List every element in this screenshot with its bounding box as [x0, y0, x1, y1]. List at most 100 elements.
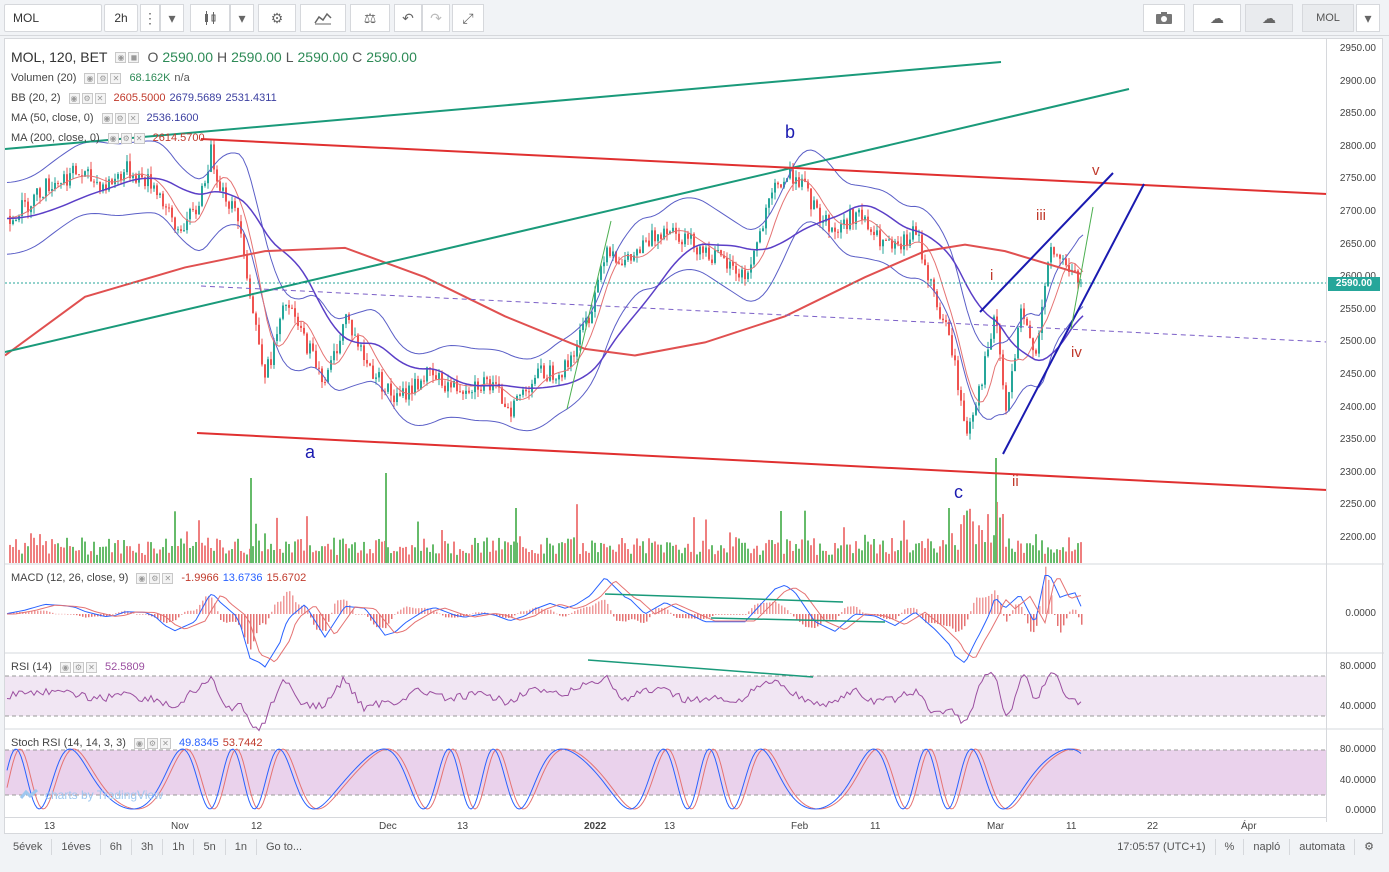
candle-body — [843, 220, 845, 225]
candle-body — [273, 341, 275, 365]
volume-bar — [258, 541, 260, 563]
candle-body — [708, 248, 710, 260]
macd-histogram-bar — [910, 608, 912, 614]
volume-bar — [723, 548, 725, 563]
candle-body — [609, 247, 611, 256]
volume-bar — [792, 551, 794, 563]
candle-body — [726, 258, 728, 269]
candles-icon[interactable] — [190, 4, 230, 32]
symbol-label-button[interactable]: MOL — [1302, 4, 1354, 32]
fan-line — [567, 221, 611, 409]
range-5y[interactable]: 5évek — [4, 839, 52, 855]
volume-bar — [837, 548, 839, 563]
compare-scale-icon[interactable]: ⚖ — [350, 4, 390, 32]
ma200-legend-controls[interactable]: ◉⚙✕ — [108, 133, 145, 144]
volume-bar — [72, 547, 74, 563]
clock[interactable]: 17:05:57 (UTC+1) — [1108, 839, 1215, 855]
range-1d[interactable]: 1n — [226, 839, 257, 855]
bb-legend-controls[interactable]: ◉⚙✕ — [69, 93, 106, 104]
volume-bar — [24, 543, 26, 563]
goto-button[interactable]: Go to... — [257, 839, 311, 855]
macd-histogram-bar — [280, 601, 282, 614]
candle-body — [744, 270, 746, 279]
volume-bar — [444, 541, 446, 563]
volume-bar — [471, 545, 473, 563]
macd-histogram-bar — [616, 614, 618, 621]
volume-bar — [1080, 542, 1082, 563]
fullscreen-icon[interactable]: ⤢ — [452, 4, 484, 32]
macd-histogram-bar — [355, 614, 357, 615]
chart-type-dropdown-icon[interactable]: ▾ — [230, 4, 254, 32]
macd-histogram-bar — [634, 614, 636, 619]
chart-canvas[interactable]: abciiiiiiivv — [5, 39, 1384, 835]
macd-legend-controls[interactable]: ◉⚙✕ — [136, 573, 173, 584]
time-axis[interactable]: 13Nov12Dec13202213Feb11Mar1122Ápr — [5, 817, 1327, 835]
candle-body — [534, 378, 536, 384]
time-tick-label: Feb — [791, 821, 808, 832]
tradingview-watermark[interactable]: charts by TradingView — [19, 788, 163, 802]
candle-body — [912, 226, 914, 239]
percent-toggle[interactable]: % — [1216, 839, 1245, 855]
log-toggle[interactable]: napló — [1244, 839, 1290, 855]
candle-body — [312, 343, 314, 350]
volume-bar — [651, 543, 653, 563]
chart-area[interactable]: abciiiiiiivv MOL, 120, BET ◉◼ O2590.00 H… — [4, 38, 1383, 834]
range-3m[interactable]: 3h — [132, 839, 163, 855]
candle-body — [63, 174, 65, 183]
price-tick-label: 2250.00 — [1340, 499, 1376, 510]
volume-bar — [693, 517, 695, 563]
range-5d[interactable]: 5n — [194, 839, 225, 855]
cloud-load-icon[interactable]: ☁ — [1193, 4, 1241, 32]
camera-icon[interactable] — [1143, 4, 1185, 32]
macd-histogram-bar — [67, 614, 69, 615]
favorite-intervals-icon[interactable]: ⋮ — [140, 4, 160, 32]
candle-body — [747, 273, 749, 279]
macd-histogram-bar — [70, 614, 72, 615]
interval-dropdown-icon[interactable]: ▾ — [160, 4, 184, 32]
symbol-search-input[interactable]: MOL — [4, 4, 102, 32]
candle-body — [666, 229, 668, 235]
price-tick-label: 2500.00 — [1340, 336, 1376, 347]
volume-bar — [192, 546, 194, 563]
volume-bar — [771, 540, 773, 563]
redo-icon[interactable]: ↷ — [422, 4, 450, 32]
gear-icon[interactable]: ⚙ — [258, 4, 296, 32]
price-axis[interactable]: 2950.002900.002850.002800.002750.002700.… — [1326, 39, 1382, 822]
layout-dropdown-icon[interactable]: ▾ — [1356, 4, 1380, 32]
stoch-legend-controls[interactable]: ◉⚙✕ — [134, 738, 171, 749]
volume-bar — [336, 555, 338, 563]
volume-bar — [750, 553, 752, 563]
range-6m[interactable]: 6h — [101, 839, 132, 855]
volume-bar — [306, 516, 308, 563]
range-1m[interactable]: 1h — [163, 839, 194, 855]
volume-bar — [51, 539, 53, 563]
candle-body — [867, 217, 869, 230]
macd-histogram-bar — [271, 612, 273, 614]
undo-icon[interactable]: ↶ — [394, 4, 422, 32]
fan-line — [1071, 207, 1093, 329]
macd-histogram-bar — [964, 614, 966, 626]
volume-bar — [786, 539, 788, 563]
interval-button[interactable]: 2h — [104, 4, 138, 32]
candle-body — [36, 188, 38, 194]
auto-toggle[interactable]: automata — [1290, 839, 1355, 855]
macd-histogram-bar — [550, 610, 552, 614]
cloud-save-icon[interactable]: ☁ — [1245, 4, 1293, 32]
volume-bar — [129, 546, 131, 563]
volume-legend-controls[interactable]: ◉⚙✕ — [84, 73, 121, 84]
candle-body — [219, 181, 221, 190]
volume-bar — [567, 539, 569, 563]
rsi-legend-controls[interactable]: ◉⚙✕ — [60, 662, 97, 673]
volume-bar — [480, 553, 482, 563]
legend-controls[interactable]: ◉◼ — [115, 52, 139, 63]
ma50-legend-controls[interactable]: ◉⚙✕ — [102, 113, 139, 124]
volume-bar — [57, 543, 59, 563]
candle-body — [15, 220, 17, 221]
indicators-icon[interactable] — [300, 4, 346, 32]
volume-bar — [519, 536, 521, 563]
volume-bar — [204, 546, 206, 563]
volume-bar — [60, 547, 62, 563]
volume-bar — [366, 554, 368, 563]
range-1y[interactable]: 1éves — [52, 839, 100, 855]
settings-gear-icon[interactable]: ⚙ — [1355, 839, 1383, 855]
